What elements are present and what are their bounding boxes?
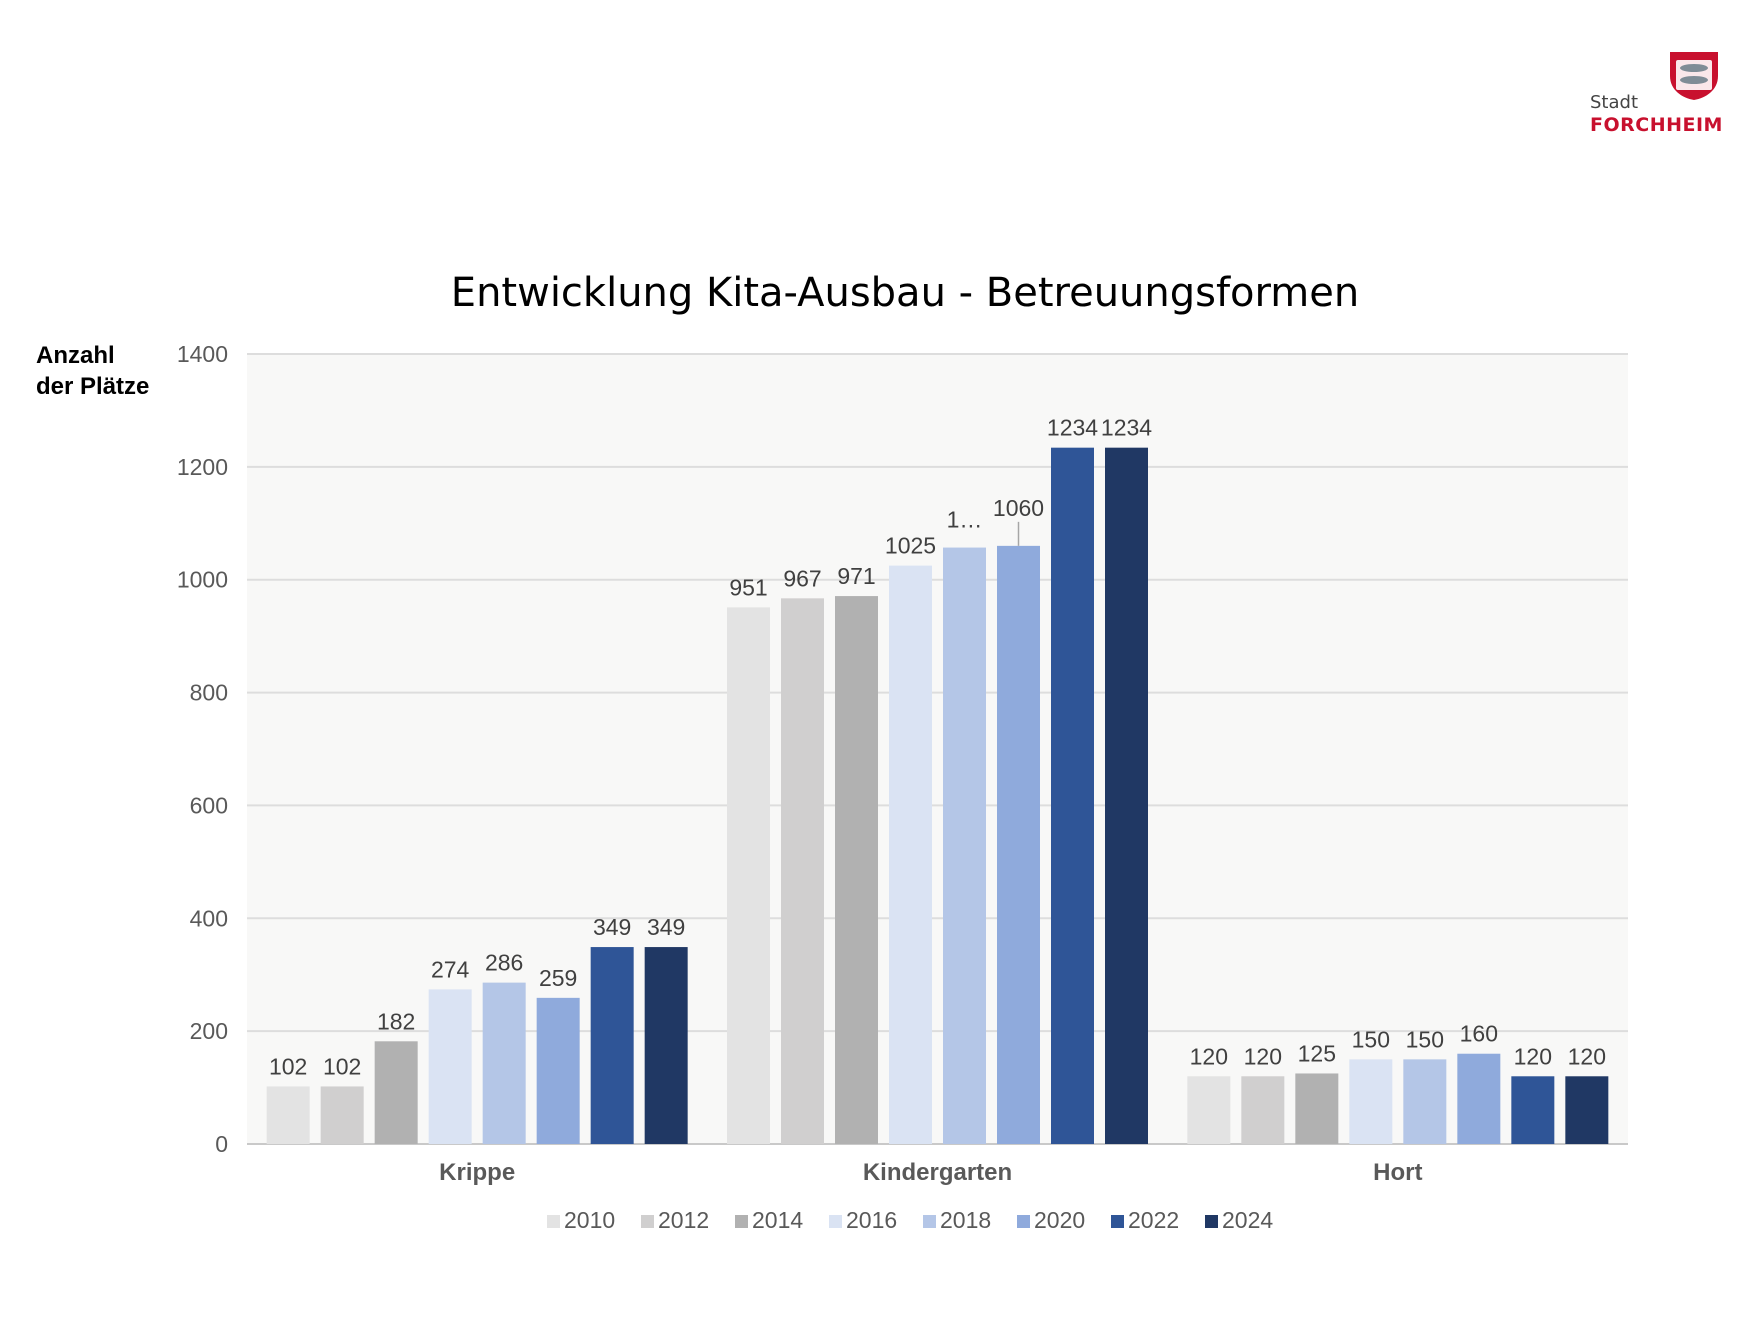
- data-label: 1234: [1047, 415, 1098, 441]
- legend-label: 2020: [1034, 1207, 1085, 1233]
- category-label: Hort: [1373, 1159, 1422, 1186]
- logo-text-stadt: Stadt: [1590, 92, 1638, 113]
- gridlines: [247, 353, 1628, 1145]
- bar: [1349, 1059, 1393, 1144]
- bar: [536, 997, 580, 1144]
- legend-swatch: [829, 1215, 842, 1228]
- bar: [1105, 447, 1148, 1145]
- legend-swatch: [1205, 1215, 1218, 1228]
- bar: [428, 989, 472, 1144]
- bar: [1565, 1076, 1609, 1144]
- data-label: 1…: [947, 507, 983, 533]
- bar: [266, 1086, 310, 1144]
- data-label: 150: [1406, 1026, 1444, 1052]
- bars: [266, 447, 1609, 1145]
- plot-area: [247, 354, 1628, 1144]
- bar: [1187, 1076, 1231, 1144]
- data-label: 951: [729, 574, 767, 600]
- legend-label: 2016: [846, 1207, 897, 1233]
- legend-swatch: [735, 1215, 748, 1228]
- bar: [727, 607, 770, 1144]
- bar: [1241, 1076, 1285, 1144]
- data-label: 102: [269, 1053, 307, 1079]
- legend-label: 2024: [1222, 1207, 1273, 1233]
- data-label: 160: [1460, 1021, 1498, 1047]
- coat-of-arms-icon: [1670, 52, 1718, 100]
- bar: [835, 596, 878, 1144]
- chart-title: Entwicklung Kita-Ausbau - Betreuungsform…: [450, 270, 1360, 316]
- data-label: 349: [593, 914, 631, 940]
- city-logo: Stadt FORCHHEIM: [1590, 48, 1730, 148]
- data-label: 120: [1514, 1043, 1552, 1069]
- bar: [889, 565, 932, 1144]
- data-label: 1025: [885, 533, 936, 559]
- bar: [943, 547, 986, 1144]
- y-tick-label: 1400: [177, 341, 228, 367]
- legend-label: 2014: [752, 1207, 803, 1233]
- data-label: 259: [539, 965, 577, 991]
- data-label: 125: [1298, 1040, 1336, 1066]
- bar: [374, 1041, 418, 1144]
- legend-label: 2022: [1128, 1207, 1179, 1233]
- bar: [320, 1086, 364, 1144]
- legend-swatch: [641, 1215, 654, 1228]
- legend-swatch: [1017, 1215, 1030, 1228]
- legend-swatch: [547, 1215, 560, 1228]
- y-tick-label: 600: [190, 792, 228, 818]
- legend-label: 2018: [940, 1207, 991, 1233]
- legend-label: 2012: [658, 1207, 709, 1233]
- category-label: Krippe: [439, 1159, 515, 1186]
- y-axis-title: Anzahl der Plätze: [36, 342, 150, 400]
- legend: 2010 2012 2014 2016 2018 2020 2022 2024: [547, 1207, 1273, 1233]
- bar: [1403, 1059, 1447, 1144]
- data-label: 120: [1244, 1043, 1282, 1069]
- bar: [1457, 1053, 1501, 1144]
- y-tick-labels: 0 200 400 600 800 1000 1200 1400: [177, 341, 228, 1157]
- data-label: 182: [377, 1008, 415, 1034]
- legend-swatch: [923, 1215, 936, 1228]
- legend-swatch: [1111, 1215, 1124, 1228]
- category-label: Kindergarten: [863, 1159, 1012, 1186]
- data-label: 1234: [1101, 415, 1152, 441]
- data-label: 349: [647, 914, 685, 940]
- y-tick-label: 1000: [177, 567, 228, 593]
- bar: [1051, 447, 1094, 1145]
- data-label: 102: [323, 1053, 361, 1079]
- data-label: 967: [783, 565, 821, 591]
- data-label: 120: [1190, 1043, 1228, 1069]
- data-label: 120: [1568, 1043, 1606, 1069]
- legend-label: 2010: [564, 1207, 615, 1233]
- data-label: 150: [1352, 1026, 1390, 1052]
- logo-text-city: FORCHHEIM: [1590, 114, 1723, 136]
- data-label: 274: [431, 956, 470, 982]
- bar: [997, 545, 1040, 1144]
- bar: [1511, 1076, 1555, 1144]
- data-labels: 102 102 182 274 286 259 349 349 951 967 971 1025 1… 1…: [269, 415, 1606, 1080]
- bar: [1295, 1073, 1339, 1144]
- y-tick-label: 800: [190, 680, 228, 706]
- y-tick-label: 0: [215, 1131, 228, 1157]
- data-label: 286: [485, 950, 523, 976]
- bar: [590, 947, 634, 1144]
- y-tick-label: 400: [190, 905, 228, 931]
- data-label: 1060: [993, 495, 1044, 521]
- bar: [781, 598, 824, 1144]
- data-label: 971: [837, 563, 875, 589]
- bar: [644, 947, 688, 1144]
- y-tick-label: 1200: [177, 454, 228, 480]
- category-labels: Krippe Kindergarten Hort: [439, 1159, 1422, 1186]
- y-tick-label: 200: [190, 1018, 228, 1044]
- bar: [482, 982, 526, 1144]
